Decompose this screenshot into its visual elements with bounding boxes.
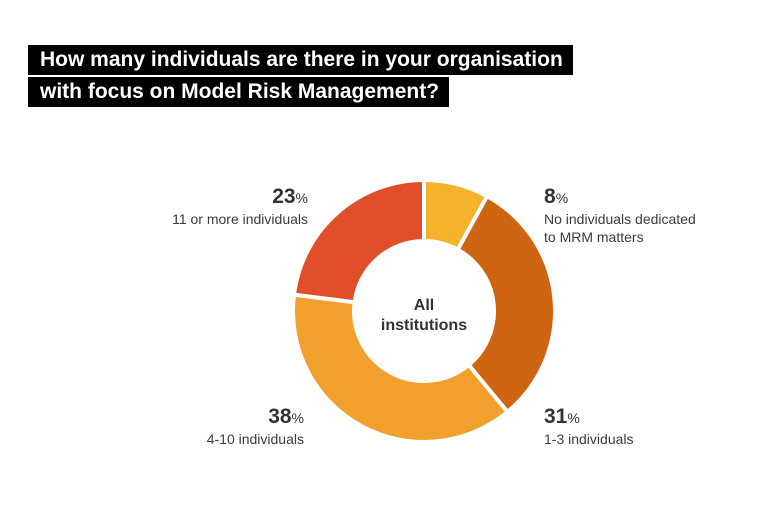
slice-desc-four-to-ten: 4-10 individuals: [206, 431, 304, 447]
slice-label-one-to-three: 31% 1-3 individuals: [544, 406, 634, 448]
slice-desc-one-to-three: 1-3 individuals: [544, 431, 634, 447]
slice-label-eleven-plus: 23% 11 or more individuals: [172, 186, 308, 228]
slice-percent-four-to-ten: 38%: [268, 405, 304, 428]
slice-percent-none: 8%: [544, 185, 569, 208]
chart-title-line-2: with focus on Model Risk Management?: [28, 77, 450, 107]
slice-desc-eleven-plus: 11 or more individuals: [172, 211, 308, 227]
slice-label-none: 8% No individuals dedicated to MRM matte…: [544, 186, 696, 246]
center-label-line-2: institutions: [380, 317, 468, 334]
slice-desc-none-line-1: No individuals dedicated: [544, 211, 696, 227]
slice-percent-one-to-three: 31%: [544, 405, 580, 428]
chart-title-line-1: How many individuals are there in your o…: [28, 45, 573, 75]
center-label-line-1: All: [413, 297, 435, 314]
slice-one-to-three: [455, 193, 557, 415]
slice-label-four-to-ten: 38% 4-10 individuals: [207, 406, 304, 448]
slice-four-to-ten: [291, 292, 511, 444]
slice-percent-eleven-plus: 23%: [272, 185, 308, 208]
slice-desc-none-line-2: to MRM matters: [544, 229, 644, 245]
slice-eleven-plus: [291, 177, 426, 305]
donut-center-label: All institutions: [374, 296, 474, 336]
